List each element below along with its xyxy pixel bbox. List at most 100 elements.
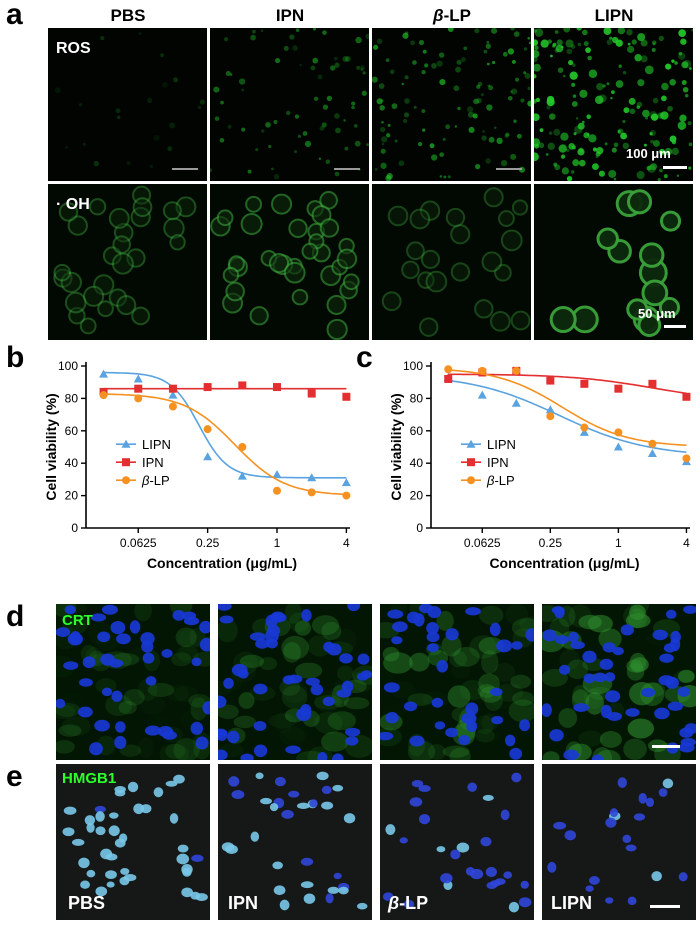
data-point — [579, 427, 589, 436]
chart-b: 0 20 40 60 80 100 0.0625 0.25 1 4 Concentration (μ… — [43, 359, 351, 571]
data-point — [168, 402, 177, 411]
data-point — [613, 442, 623, 451]
ros-image-ipn — [210, 28, 369, 181]
data-point — [203, 452, 213, 461]
data-point — [307, 389, 316, 398]
panel-letter-b: b — [6, 341, 25, 374]
legend-label: β-LP — [486, 473, 515, 488]
fit-curve-lp — [448, 369, 687, 446]
x-tick-label: 0.0625 — [464, 536, 501, 550]
ros-row-label: ROS — [56, 40, 91, 57]
legend-label: IPN — [487, 455, 509, 470]
data-point — [648, 439, 657, 448]
x-tick-label: 1 — [615, 536, 622, 550]
x-tick-label: 0.25 — [196, 536, 220, 550]
scale-bar-50um — [664, 325, 686, 328]
legend-marker — [467, 458, 475, 467]
legend-label: LIPN — [142, 437, 171, 452]
hmgb1-label: HMGB1 — [62, 770, 117, 787]
data-point — [133, 374, 143, 383]
hydroxyl-image-lipn — [534, 184, 693, 340]
data-point — [99, 369, 109, 378]
x-tick-label: 1 — [274, 536, 281, 550]
hmgb1-image-pbs — [56, 764, 210, 920]
fit-curve-lp — [103, 393, 347, 496]
data-point — [203, 383, 212, 392]
data-point — [647, 448, 657, 457]
data-point — [444, 374, 453, 383]
data-point — [342, 491, 351, 500]
crt-image-pbs — [56, 604, 210, 760]
column-header-ipn: IPN — [275, 6, 305, 25]
hydroxyl-image-ipn — [210, 184, 369, 340]
y-tick-label: 100 — [58, 359, 78, 373]
x-tick-label: 4 — [683, 536, 690, 550]
data-point — [203, 425, 212, 434]
data-point — [545, 405, 555, 414]
data-point — [342, 392, 351, 401]
hydroxyl-row-label: · OH — [56, 196, 90, 213]
panel-letter-c: c — [356, 341, 373, 374]
x-axis-label: Concentration (μg/mL) — [489, 555, 639, 571]
panel-letter-e: e — [6, 760, 23, 793]
scale-bar-100um — [663, 166, 687, 169]
chart-c: 0 20 40 60 80 100 0.0625 0.25 1 4 Concentration (μ… — [388, 359, 691, 571]
panel-e-label-ipn: IPN — [228, 893, 259, 913]
data-point — [546, 376, 555, 385]
data-point — [512, 366, 521, 375]
data-point — [341, 478, 351, 487]
data-point — [682, 392, 691, 401]
y-tick-label: 80 — [65, 391, 79, 405]
data-point — [614, 384, 623, 393]
fit-curve-lipn — [103, 371, 347, 479]
y-tick-label: 80 — [410, 391, 424, 405]
hmgb1-image-lp — [380, 764, 534, 920]
legend-marker — [121, 439, 131, 448]
scale-bar-d — [652, 745, 680, 748]
y-tick-label: 60 — [65, 424, 79, 438]
crt-image-ipn — [218, 604, 372, 760]
data-point — [477, 390, 487, 399]
y-tick-label: 20 — [410, 489, 424, 503]
data-point — [614, 428, 623, 437]
data-point — [273, 486, 282, 495]
legend-marker — [122, 458, 130, 467]
column-header-lipn: LIPN — [594, 6, 634, 25]
data-point — [307, 473, 317, 482]
scale-bar-e — [650, 905, 680, 908]
x-tick-label: 0.25 — [539, 536, 563, 550]
data-point — [648, 379, 657, 388]
column-header-pbs: PBS — [110, 6, 146, 25]
scale-label-100um: 100 μm — [626, 146, 671, 161]
legend-marker — [467, 476, 475, 485]
data-point — [168, 390, 178, 399]
y-tick-label: 100 — [403, 359, 423, 373]
column-header-blp: β-LP — [433, 6, 471, 25]
legend-marker — [122, 476, 130, 485]
data-point — [580, 423, 589, 432]
crt-image-lp — [380, 604, 534, 760]
y-tick-label: 40 — [65, 456, 79, 470]
data-point — [444, 365, 453, 374]
data-point — [580, 379, 589, 388]
data-point — [238, 381, 247, 390]
y-axis-label: Cell viability (%) — [43, 393, 59, 500]
crt-label: CRT — [62, 612, 93, 629]
panel-letter-a: a — [6, 0, 23, 31]
ros-image-pbs — [48, 28, 207, 181]
panel-e-label-blp: β-LP — [388, 893, 429, 913]
y-tick-label: 20 — [65, 489, 79, 503]
data-point — [168, 384, 177, 393]
y-tick-label: 60 — [410, 424, 424, 438]
hmgb1-image-lipn — [542, 764, 696, 920]
panel-e-label-pbs: PBS — [68, 893, 106, 913]
hydroxyl-image-pbs — [48, 184, 207, 340]
data-point — [272, 470, 282, 479]
fit-curve-lipn — [448, 379, 687, 453]
data-point — [238, 443, 247, 451]
panel-letter-d: d — [6, 600, 25, 633]
data-point — [273, 383, 282, 392]
data-point — [682, 454, 691, 463]
crt-image-lipn — [542, 604, 696, 760]
y-axis-label: Cell viability (%) — [388, 393, 404, 500]
